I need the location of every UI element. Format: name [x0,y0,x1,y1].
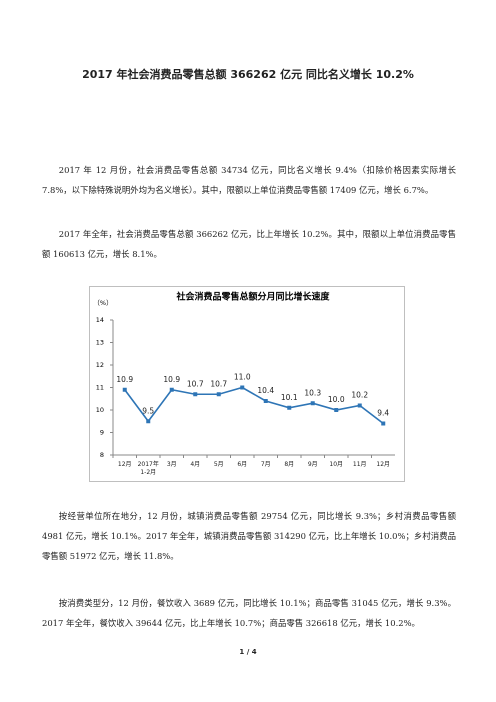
data-label: 9.4 [377,409,389,418]
chart-frame [89,286,405,482]
chart-title: 社会消费品零售总额分月同比增长速度 [175,291,330,303]
data-label: 10.0 [328,395,345,404]
data-point [216,392,221,397]
chart: 社会消费品零售总额分月同比增长速度 （%） 8 9 10 11 12 13 14 10.9 9.… [89,286,405,482]
x-tick-label: 8月 [284,461,295,468]
data-point [122,387,127,392]
data-label: 10.9 [163,375,180,384]
paragraph: 按经营单位所在地分，12 月份，城镇消费品零售额 29754 亿元，同比增长 9… [42,511,456,561]
y-axis-label: （%） [93,299,112,307]
page-number: 1 / 4 [239,648,257,656]
data-label: 10.2 [351,391,368,400]
y-tick-label: 13 [96,339,104,347]
y-tick-label: 9 [100,429,104,437]
data-label: 10.1 [281,393,298,402]
y-tick-label: 11 [96,384,104,392]
data-point [287,405,292,410]
data-label: 10.7 [187,379,204,388]
x-tick-label: 10月 [329,461,344,468]
doc-title: 2017 年社会消费品零售总额 366262 亿元 同比名义增长 10.2% [82,68,414,81]
y-tick-label: 8 [100,451,104,459]
x-tick-label: 2017年 1-2月 [137,461,159,476]
paragraph: 2017 年全年，社会消费品零售总额 366262 亿元，比上年增长 10.2%… [42,229,456,259]
data-label: 11.0 [234,373,251,382]
data-point [240,385,245,390]
x-tick-label: 7月 [260,461,271,468]
data-point [381,421,386,426]
data-label: 10.4 [257,386,274,395]
x-tick-label: 6月 [237,461,248,468]
y-tick-label: 10 [96,406,104,414]
paragraph: 按消费类型分，12 月份，餐饮收入 3689 亿元，同比增长 10.1%；商品零… [42,598,456,628]
data-label: 10.9 [116,375,133,384]
y-tick-label: 12 [96,361,104,369]
data-point [193,392,198,397]
x-tick-label: 12月 [117,461,132,468]
data-point [263,399,268,403]
x-tick-label: 11月 [352,461,367,468]
data-label: 9.5 [142,406,154,415]
x-tick-label: 5月 [213,461,224,468]
data-line [124,386,384,425]
data-point [334,408,339,412]
x-tick-label: 12月 [376,461,391,468]
data-point [357,403,362,408]
x-tick-label: 9月 [307,461,318,468]
data-point [146,419,151,424]
data-label: 10.3 [304,388,321,397]
chart-svg: 社会消费品零售总额分月同比增长速度 （%） 8 9 10 11 12 13 14 10.9 9.… [89,286,405,482]
data-label: 10.7 [210,379,227,388]
data-point [169,387,174,392]
x-tick-label: 4月 [190,461,201,468]
x-tick-label: 3月 [166,461,177,468]
paragraph: 2017 年 12 月份，社会消费品零售总额 34734 亿元，同比名义增长 9… [42,165,456,195]
data-point [310,401,315,406]
y-tick-label: 14 [96,316,104,324]
